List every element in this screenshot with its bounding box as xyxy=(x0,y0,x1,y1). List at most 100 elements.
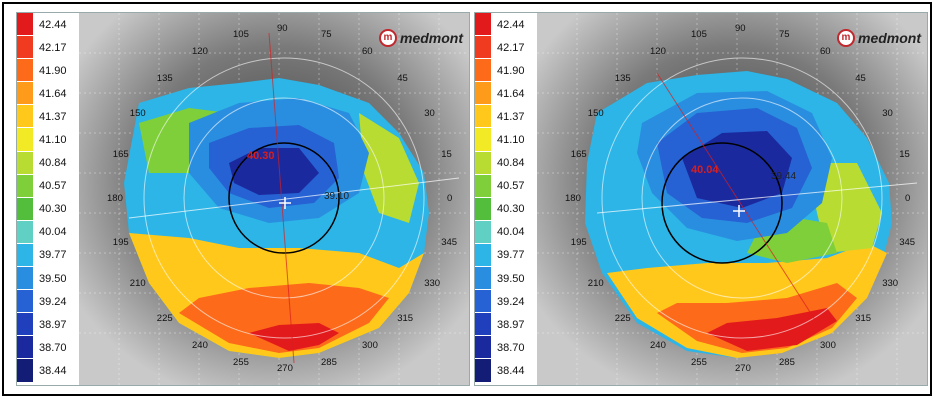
scale-value: 41.37 xyxy=(497,110,525,123)
scale-row: 39.50 xyxy=(17,267,79,291)
axis-angle-label: 210 xyxy=(130,278,146,289)
scale-swatch xyxy=(17,59,33,83)
scale-swatch xyxy=(475,243,491,268)
scale-value: 42.17 xyxy=(39,41,67,54)
axis-angle-label: 225 xyxy=(615,313,631,324)
scale-row: 40.84 xyxy=(475,151,537,175)
axis-angle-label: 15 xyxy=(441,149,452,160)
axis-angle-label: 240 xyxy=(650,340,666,351)
topography-map-right: 40.04 39.44 105 90 75 60 45 30 15 0 345 330 315 300… xyxy=(537,13,927,385)
scale-row: 38.70 xyxy=(17,336,79,360)
center-crosshair xyxy=(733,205,745,217)
topography-panel-left: 42.44 42.17 41.90 41.64 41.37 41.10 40.84 40.57… xyxy=(16,12,470,386)
scale-row: 41.10 xyxy=(475,128,537,152)
scale-row: 38.97 xyxy=(17,313,79,337)
scale-row: 38.44 xyxy=(17,359,79,383)
overlay-circles xyxy=(596,57,918,339)
scale-swatch xyxy=(475,197,491,221)
scale-row: 41.37 xyxy=(17,105,79,129)
right-value-right: 39.44 xyxy=(771,171,796,182)
axis-angle-label: 240 xyxy=(192,340,208,351)
scale-value: 40.84 xyxy=(497,157,525,170)
scale-value: 39.24 xyxy=(39,295,67,308)
map-svg-left: 40.30 39.10 1059075604530150345330315300… xyxy=(79,13,469,385)
axis-angle-label: 135 xyxy=(615,73,631,84)
scale-value: 42.17 xyxy=(497,41,525,54)
axis-angle-label: 165 xyxy=(571,149,587,160)
scale-value: 38.70 xyxy=(497,341,525,354)
scale-swatch xyxy=(17,359,33,383)
axis-angle-label: 225 xyxy=(157,313,173,324)
scale-value: 41.90 xyxy=(39,64,67,77)
scale-swatch xyxy=(475,128,491,152)
scale-swatch xyxy=(17,82,33,106)
scale-row: 40.04 xyxy=(17,220,79,244)
scale-swatch xyxy=(17,267,33,291)
axis-angle-label: 285 xyxy=(779,357,795,368)
axis-angle-label: 180 xyxy=(565,193,581,204)
axis-angle-label: 45 xyxy=(397,73,408,84)
axis-angle-label: 45 xyxy=(855,73,866,84)
scale-value: 39.50 xyxy=(497,272,525,285)
axis-angle-label: 30 xyxy=(882,108,893,119)
axis-angle-label: 150 xyxy=(130,108,146,119)
medmont-logo-mark: m xyxy=(379,29,397,47)
scale-row: 42.44 xyxy=(475,13,537,37)
scale-row: 40.04 xyxy=(475,220,537,244)
scale-value: 38.44 xyxy=(497,364,525,377)
scale-row: 41.64 xyxy=(475,82,537,106)
scale-row: 40.57 xyxy=(475,174,537,198)
color-scale-right: 42.44 42.17 41.90 41.64 41.37 41.10 40.84 40.57… xyxy=(475,13,538,385)
scale-value: 41.10 xyxy=(497,134,525,147)
scale-value: 39.77 xyxy=(497,249,525,262)
axis-angle-label: 345 xyxy=(441,237,457,248)
right-value-left: 39.10 xyxy=(324,191,349,202)
scale-swatch xyxy=(475,59,491,83)
scale-row: 39.24 xyxy=(17,290,79,314)
axis-angle-label: 90 xyxy=(277,23,288,34)
medmont-logo-text: medmont xyxy=(400,30,463,46)
scale-swatch xyxy=(475,105,491,129)
axis-angle-label: 285 xyxy=(321,357,337,368)
scale-row: 42.44 xyxy=(17,13,79,37)
axis-angle-label: 120 xyxy=(192,46,208,57)
axis-angle-label: 75 xyxy=(321,29,332,40)
map-svg-right: 40.04 39.44 1059075604530150345330315300… xyxy=(537,13,927,385)
scale-row: 41.37 xyxy=(475,105,537,129)
topography-panel-right: 42.44 42.17 41.90 41.64 41.37 41.10 40.84 40.57… xyxy=(474,12,928,386)
scale-swatch xyxy=(17,13,33,37)
scale-row: 41.90 xyxy=(17,59,79,83)
scale-row: 38.97 xyxy=(475,313,537,337)
scale-row: 39.77 xyxy=(475,243,537,268)
axis-angle-label: 270 xyxy=(735,363,751,374)
scale-swatch xyxy=(475,267,491,291)
axis-angle-label: 135 xyxy=(157,73,173,84)
scale-value: 39.24 xyxy=(497,295,525,308)
axis-angle-label: 300 xyxy=(820,340,836,351)
axis-angle-label: 75 xyxy=(779,29,790,40)
topography-map-left: 40.30 39.10 105 90 75 60 45 30 15 0 345 330 315 300… xyxy=(79,13,469,385)
axis-angle-label: 270 xyxy=(277,363,293,374)
scale-value: 40.04 xyxy=(497,226,525,239)
axis-angle-label: 210 xyxy=(588,278,604,289)
axis-angle-label: 165 xyxy=(113,149,129,160)
axis-angle-label: 195 xyxy=(571,237,587,248)
axis-angle-label: 150 xyxy=(588,108,604,119)
scale-value: 42.44 xyxy=(497,18,525,31)
scale-swatch xyxy=(17,197,33,221)
scale-swatch xyxy=(475,36,491,60)
scale-value: 42.44 xyxy=(39,18,67,31)
scale-row: 42.17 xyxy=(17,36,79,60)
axis-angle-label: 300 xyxy=(362,340,378,351)
scale-row: 39.77 xyxy=(17,243,79,268)
scale-value: 39.50 xyxy=(39,272,67,285)
scale-swatch xyxy=(475,313,491,337)
medmont-logo-mark: m xyxy=(837,29,855,47)
scale-swatch xyxy=(17,105,33,129)
axis-labels-right: 1059075604530150345330315300285270255240… xyxy=(565,23,915,374)
scale-swatch xyxy=(17,220,33,244)
axis-angle-label: 330 xyxy=(424,278,440,289)
axis-angle-label: 330 xyxy=(882,278,898,289)
scale-row: 40.30 xyxy=(475,197,537,221)
overlay-circles xyxy=(128,32,460,364)
